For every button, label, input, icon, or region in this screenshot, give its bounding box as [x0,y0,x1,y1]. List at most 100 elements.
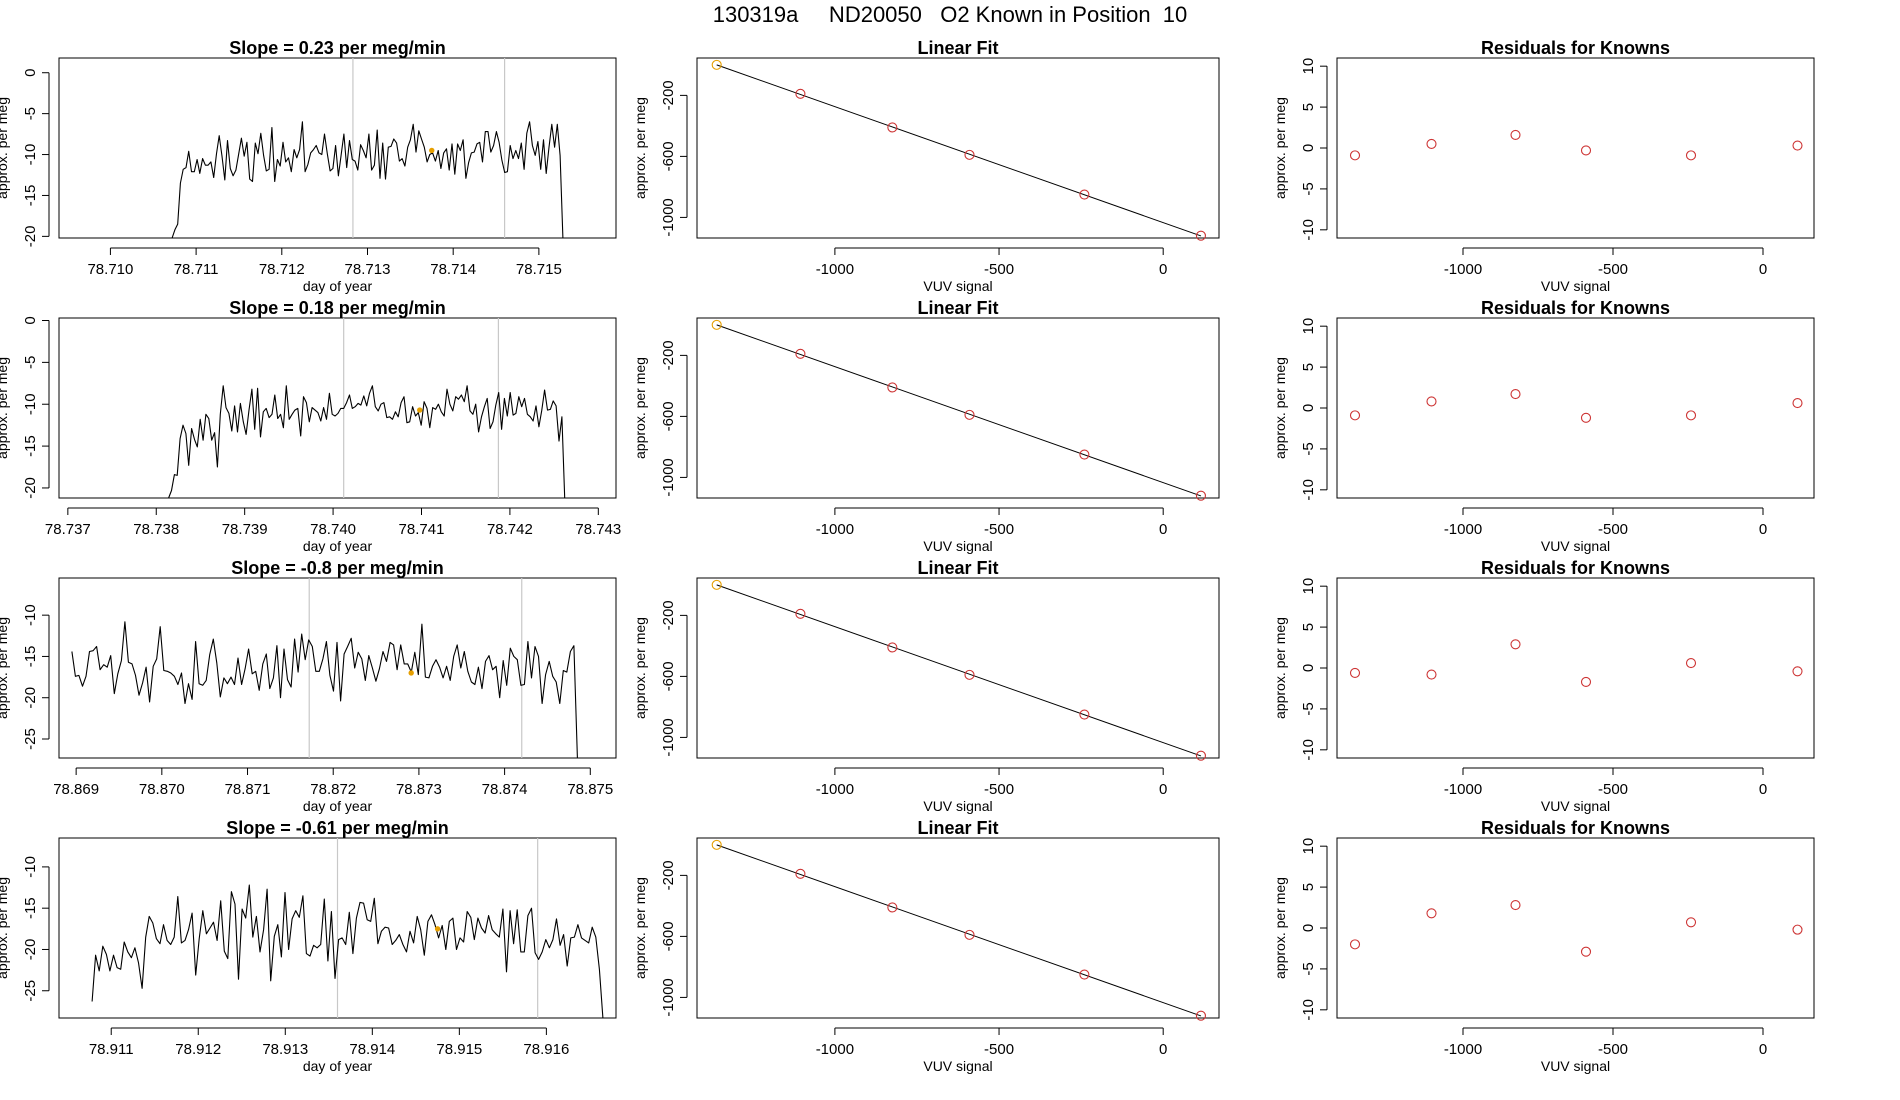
residual-point [1426,669,1437,680]
y-tick-label: -10 [1300,479,1317,501]
x-tick-label: 78.710 [87,261,133,278]
y-tick-label: -5 [22,107,39,120]
x-axis-label: VUV signal [1541,1058,1610,1074]
x-tick-label: 0 [1159,1041,1167,1058]
x-tick-label: -500 [1598,1041,1628,1058]
residual-point [1685,917,1697,928]
y-tick-label: 0 [1300,144,1317,152]
y-tick-label: -1000 [660,978,677,1016]
plot-frame [58,57,617,239]
x-tick-label: -500 [984,521,1014,538]
data-point [795,348,806,359]
x-tick-label: 78.741 [399,521,445,538]
data-point [887,902,898,913]
panel-title: Residuals for Knowns [1481,38,1670,58]
data-point [1079,189,1090,200]
residual-point [1685,658,1697,669]
mean-marker [429,147,435,154]
data-point [964,929,975,940]
x-tick-label: -500 [1598,781,1628,798]
panel-fit-4: Linear Fit approx. per meg VUV signal -1000… [632,818,1220,1074]
y-tick-label: -10 [22,856,39,878]
y-tick-label: 5 [1300,883,1317,891]
x-tick-label: -500 [984,1041,1014,1058]
x-tick-label: 78.743 [575,521,621,538]
x-tick-label: 0 [1159,781,1167,798]
residual-point [1510,900,1521,911]
plot-frame [1336,317,1815,499]
x-axis-label: day of year [303,538,373,554]
x-tick-label: -1000 [1444,521,1482,538]
x-tick-label: 78.742 [487,521,533,538]
residual-point [1792,398,1803,409]
residual-point [1580,145,1592,156]
x-tick-label: 78.916 [523,1041,569,1058]
residual-point [1685,150,1697,161]
x-tick-label: 0 [1159,521,1167,538]
y-tick-label: -5 [1300,182,1317,195]
y-tick-label: -15 [22,897,39,919]
x-tick-label: 78.914 [349,1041,395,1058]
y-tick-label: 0 [22,316,39,324]
y-axis-label: approx. per meg [0,357,10,459]
y-tick-label: 10 [1300,318,1317,335]
x-axis-label: VUV signal [923,538,992,554]
y-tick-label: -5 [1300,702,1317,715]
data-point [711,319,722,330]
residual-point [1510,389,1521,400]
y-tick-label: 10 [1300,838,1317,855]
y-axis-label: approx. per meg [1272,357,1288,459]
y-axis-label: approx. per meg [632,617,648,719]
y-tick-label: -20 [22,939,39,961]
panel-title: Slope = -0.8 per meg/min [231,558,444,578]
y-tick-label: -10 [22,604,39,626]
residual-point [1792,924,1803,935]
x-tick-label: 78.869 [53,781,99,798]
data-point [887,642,898,653]
x-tick-label: 78.740 [310,521,356,538]
panel-trace-2: Slope = 0.18 per meg/min approx. per meg d… [0,298,621,554]
x-tick-label: -1000 [1444,781,1482,798]
residual-point [1349,150,1361,161]
x-tick-label: 78.872 [310,781,356,798]
x-tick-label: 78.713 [345,261,391,278]
data-point [1079,449,1090,460]
panel-title: Linear Fit [917,818,998,838]
x-axis-label: VUV signal [1541,798,1610,814]
y-tick-label: -25 [22,728,39,750]
residual-point [1426,138,1437,149]
y-axis-label: approx. per meg [0,877,10,979]
panel-residuals-2: Residuals for Knowns approx. per meg VUV s… [1272,298,1815,554]
x-tick-label: -1000 [1444,261,1482,278]
x-tick-label: 78.871 [225,781,271,798]
x-axis-label: VUV signal [923,278,992,294]
x-tick-label: 78.711 [174,261,219,278]
y-tick-label: 0 [22,69,39,77]
residual-point [1349,410,1361,421]
x-tick-label: 0 [1759,781,1767,798]
x-tick-label: -1000 [816,261,854,278]
panel-title: Slope = -0.61 per meg/min [226,818,449,838]
panel-title: Linear Fit [917,298,998,318]
y-axis-label: approx. per meg [1272,97,1288,199]
residual-point [1792,140,1803,151]
y-tick-label: -5 [22,356,39,369]
y-tick-label: -200 [660,80,677,110]
panel-trace-4: Slope = -0.61 per meg/min approx. per meg… [0,818,617,1074]
x-tick-label: 78.911 [89,1041,134,1058]
y-axis-label: approx. per meg [0,97,10,199]
panel-trace-1: Slope = 0.23 per meg/min approx. per meg d… [0,38,617,294]
signal-trace [91,884,604,1019]
y-tick-label: -10 [22,393,39,415]
residual-point [1580,946,1592,957]
panel-trace-3: Slope = -0.8 per meg/min approx. per meg d… [0,558,617,814]
panel-title: Residuals for Knowns [1481,298,1670,318]
y-tick-label: -600 [660,141,677,171]
panel-title: Linear Fit [917,38,998,58]
data-point [795,868,806,879]
panel-residuals-4: Residuals for Knowns approx. per meg VUV s… [1272,818,1815,1074]
data-point [1079,709,1090,720]
y-tick-label: 5 [1300,103,1317,111]
fit-line [716,324,1202,497]
data-point [795,608,806,619]
